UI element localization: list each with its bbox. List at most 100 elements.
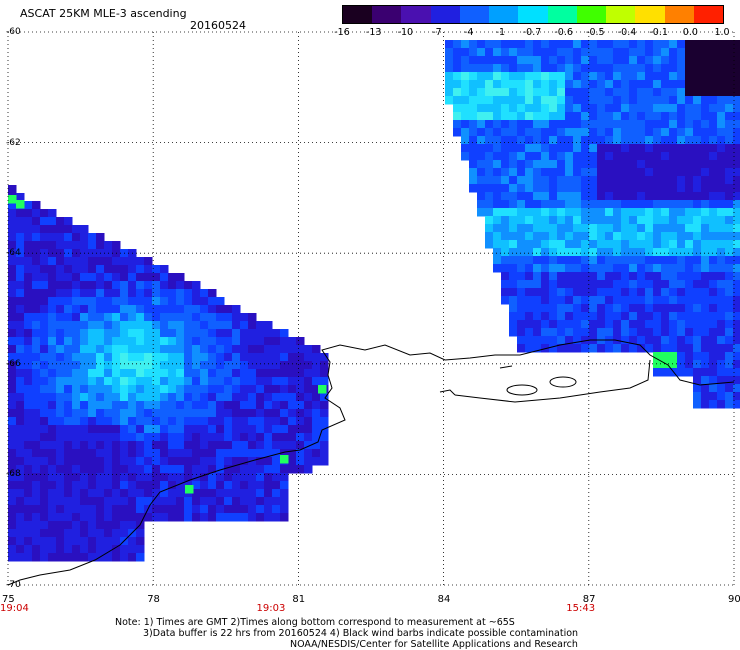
- wind-cell: [589, 136, 598, 145]
- wind-cell: [232, 441, 241, 450]
- wind-cell: [733, 376, 740, 385]
- wind-cell: [112, 289, 121, 298]
- wind-cell: [16, 513, 25, 522]
- wind-cell: [32, 265, 41, 274]
- wind-cell: [224, 465, 233, 474]
- wind-cell: [597, 184, 606, 193]
- wind-cell: [32, 521, 41, 530]
- wind-cell: [256, 425, 265, 434]
- wind-cell: [613, 96, 622, 105]
- wind-cell: [485, 208, 494, 217]
- wind-cell: [549, 128, 558, 137]
- wind-cell: [509, 56, 518, 65]
- wind-cell: [192, 361, 201, 370]
- wind-cell: [557, 144, 566, 153]
- wind-cell: [669, 352, 678, 361]
- wind-cell: [549, 40, 558, 49]
- wind-cell: [104, 337, 113, 346]
- wind-cell: [200, 489, 209, 498]
- wind-cell: [565, 144, 574, 153]
- wind-cell: [64, 425, 73, 434]
- wind-cell: [136, 257, 145, 266]
- wind-cell: [8, 337, 17, 346]
- wind-cell: [501, 96, 510, 105]
- wind-cell: [96, 297, 105, 306]
- wind-cell: [717, 128, 726, 137]
- wind-cell: [216, 409, 225, 418]
- wind-cell: [208, 449, 217, 458]
- wind-cell: [56, 217, 65, 226]
- wind-cell: [709, 120, 718, 129]
- wind-cell: [485, 160, 494, 169]
- wind-cell: [493, 80, 502, 89]
- wind-cell: [256, 329, 265, 338]
- wind-cell: [653, 352, 662, 361]
- wind-cell: [597, 80, 606, 89]
- wind-cell: [501, 256, 510, 265]
- wind-cell: [176, 321, 185, 330]
- wind-cell: [653, 368, 662, 377]
- wind-cell: [64, 225, 73, 234]
- wind-cell: [272, 409, 281, 418]
- wind-cell: [232, 305, 241, 314]
- wind-cell: [208, 489, 217, 498]
- wind-cell: [733, 360, 740, 369]
- wind-cell: [629, 128, 638, 137]
- wind-cell: [120, 417, 129, 426]
- wind-cell: [733, 400, 740, 409]
- wind-cell: [16, 385, 25, 394]
- wind-cell: [677, 144, 686, 153]
- wind-cell: [677, 312, 686, 321]
- wind-cell: [288, 465, 297, 474]
- wind-cell: [597, 248, 606, 257]
- wind-cell: [112, 305, 121, 314]
- wind-cell: [717, 192, 726, 201]
- wind-cell: [685, 256, 694, 265]
- wind-cell: [24, 305, 33, 314]
- wind-cell: [72, 457, 81, 466]
- wind-cell: [152, 345, 161, 354]
- wind-cell: [64, 281, 73, 290]
- wind-cell: [192, 353, 201, 362]
- wind-cell: [232, 377, 241, 386]
- colorbar-swatch: [693, 6, 724, 23]
- wind-cell: [645, 112, 654, 121]
- wind-cell: [709, 400, 718, 409]
- wind-cell: [661, 80, 670, 89]
- wind-cell: [96, 265, 105, 274]
- wind-cell: [621, 216, 630, 225]
- wind-cell: [541, 200, 550, 209]
- wind-cell: [549, 336, 558, 345]
- wind-cell: [573, 296, 582, 305]
- wind-cell: [176, 417, 185, 426]
- wind-cell: [661, 256, 670, 265]
- wind-cell: [629, 328, 638, 337]
- latitude-label: -68: [6, 469, 21, 480]
- wind-cell: [16, 193, 25, 202]
- wind-cell: [176, 385, 185, 394]
- wind-cell: [477, 72, 486, 81]
- wind-cell: [160, 281, 169, 290]
- time-label: 19:03: [256, 603, 286, 614]
- wind-cell: [661, 176, 670, 185]
- wind-cell: [96, 465, 105, 474]
- wind-cell: [485, 88, 494, 97]
- wind-cell: [24, 297, 33, 306]
- wind-cell: [701, 160, 710, 169]
- wind-cell: [509, 168, 518, 177]
- wind-cell: [621, 88, 630, 97]
- wind-cell: [168, 385, 177, 394]
- wind-cell: [589, 216, 598, 225]
- wind-cell: [557, 336, 566, 345]
- wind-cell: [725, 96, 734, 105]
- wind-cell: [621, 232, 630, 241]
- wind-cell: [645, 272, 654, 281]
- wind-cell: [128, 289, 137, 298]
- wind-cell: [629, 200, 638, 209]
- wind-cell: [64, 417, 73, 426]
- wind-cell: [152, 377, 161, 386]
- wind-cell: [581, 104, 590, 113]
- wind-cell: [208, 457, 217, 466]
- wind-cell: [88, 393, 97, 402]
- wind-cell: [72, 297, 81, 306]
